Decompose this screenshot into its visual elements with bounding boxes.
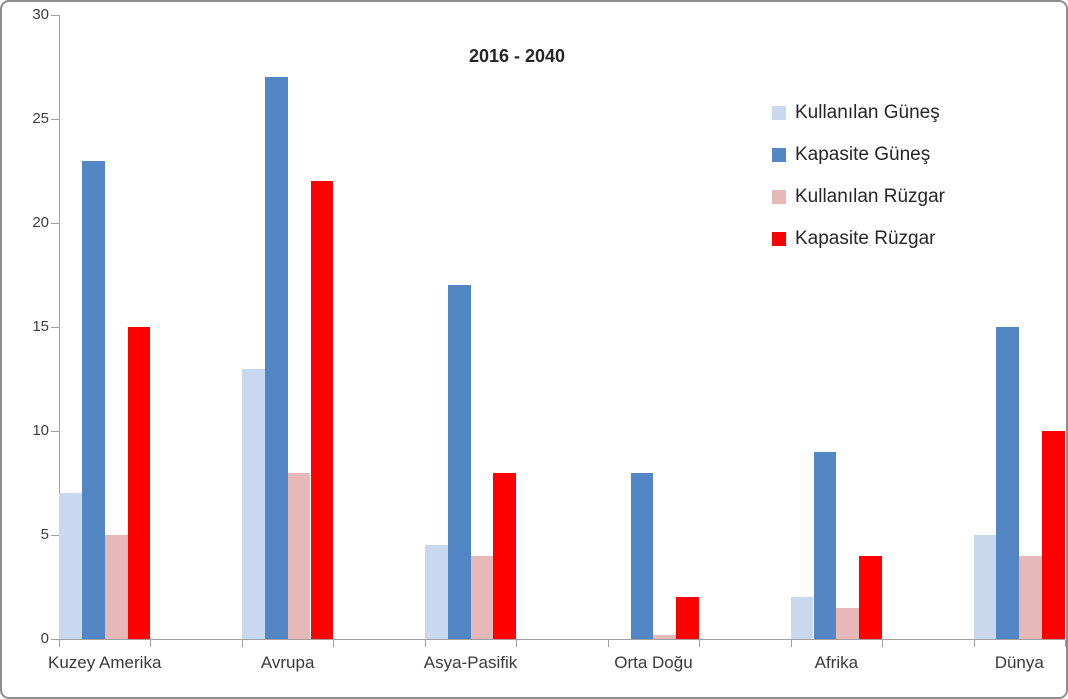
y-tick-mark — [51, 119, 59, 120]
bar — [859, 555, 883, 639]
category-label: Afrika — [814, 653, 859, 672]
x-tick-mark — [59, 640, 60, 647]
bar — [653, 634, 677, 639]
bar — [493, 472, 517, 639]
bar — [1019, 555, 1043, 639]
y-tick-label: 20 — [32, 214, 49, 231]
category-label: Orta Doğu — [614, 653, 693, 672]
y-tick-label: 10 — [32, 422, 49, 439]
y-tick-mark — [51, 15, 59, 16]
legend-label: Kullanılan Rüzgar — [795, 186, 945, 207]
category-label: Kuzey Amerika — [48, 653, 162, 672]
x-tick-mark — [516, 640, 518, 647]
category-label: Dünya — [994, 653, 1044, 672]
x-tick-mark — [424, 640, 426, 647]
bar — [241, 368, 265, 639]
legend-item: Kapasite Rüzgar — [772, 218, 945, 260]
x-tick-mark — [607, 640, 609, 647]
legend-label: Kapasite Rüzgar — [795, 228, 936, 249]
bar — [81, 160, 105, 639]
x-tick-mark — [333, 640, 335, 647]
bar — [996, 327, 1020, 639]
bar — [1042, 431, 1065, 639]
y-tick-mark — [51, 223, 59, 224]
x-tick-mark — [699, 640, 701, 647]
legend-item: Kapasite Güneş — [772, 134, 945, 176]
y-tick-mark — [51, 639, 59, 640]
y-axis-line — [59, 15, 60, 639]
legend-swatch-icon — [772, 232, 786, 246]
x-tick-mark — [973, 640, 975, 647]
bar — [59, 493, 82, 639]
category-label: Asya-Pasifik — [423, 653, 518, 672]
legend-swatch-icon — [772, 190, 786, 204]
y-tick-mark — [51, 535, 59, 536]
x-tick-mark — [1065, 640, 1066, 647]
y-tick-mark — [51, 431, 59, 432]
bar — [836, 607, 860, 639]
bar — [973, 535, 997, 639]
x-tick-mark — [241, 640, 243, 647]
legend-label: Kullanılan Güneş — [795, 102, 940, 123]
x-axis-line — [59, 639, 1065, 640]
y-tick-label: 25 — [32, 110, 49, 127]
bar — [813, 451, 837, 639]
bar — [104, 535, 128, 639]
category-label: Avrupa — [260, 653, 315, 672]
bar — [447, 285, 471, 639]
bar — [790, 597, 814, 639]
y-tick-mark — [51, 327, 59, 328]
legend-label: Kapasite Güneş — [795, 144, 931, 165]
bar — [676, 597, 700, 639]
bar — [287, 472, 311, 639]
x-tick-mark — [882, 640, 884, 647]
bar — [264, 77, 288, 639]
legend-swatch-icon — [772, 106, 786, 120]
y-tick-label: 5 — [40, 526, 49, 543]
x-tick-mark — [790, 640, 792, 647]
bar — [424, 545, 448, 639]
legend-item: Kullanılan Güneş — [772, 92, 945, 134]
y-tick-label: 15 — [32, 318, 49, 335]
y-tick-label: 30 — [32, 6, 49, 23]
bar — [630, 472, 654, 639]
bar — [470, 555, 494, 639]
chart-title: 2016 - 2040 — [468, 46, 566, 66]
x-tick-mark — [150, 640, 152, 647]
bar — [310, 181, 334, 639]
legend-swatch-icon — [772, 148, 786, 162]
legend: Kullanılan Güneş Kapasite Güneş Kullanılan… — [772, 92, 945, 260]
bar — [127, 327, 151, 639]
y-tick-label: 0 — [40, 630, 49, 647]
legend-item: Kullanılan Rüzgar — [772, 176, 945, 218]
